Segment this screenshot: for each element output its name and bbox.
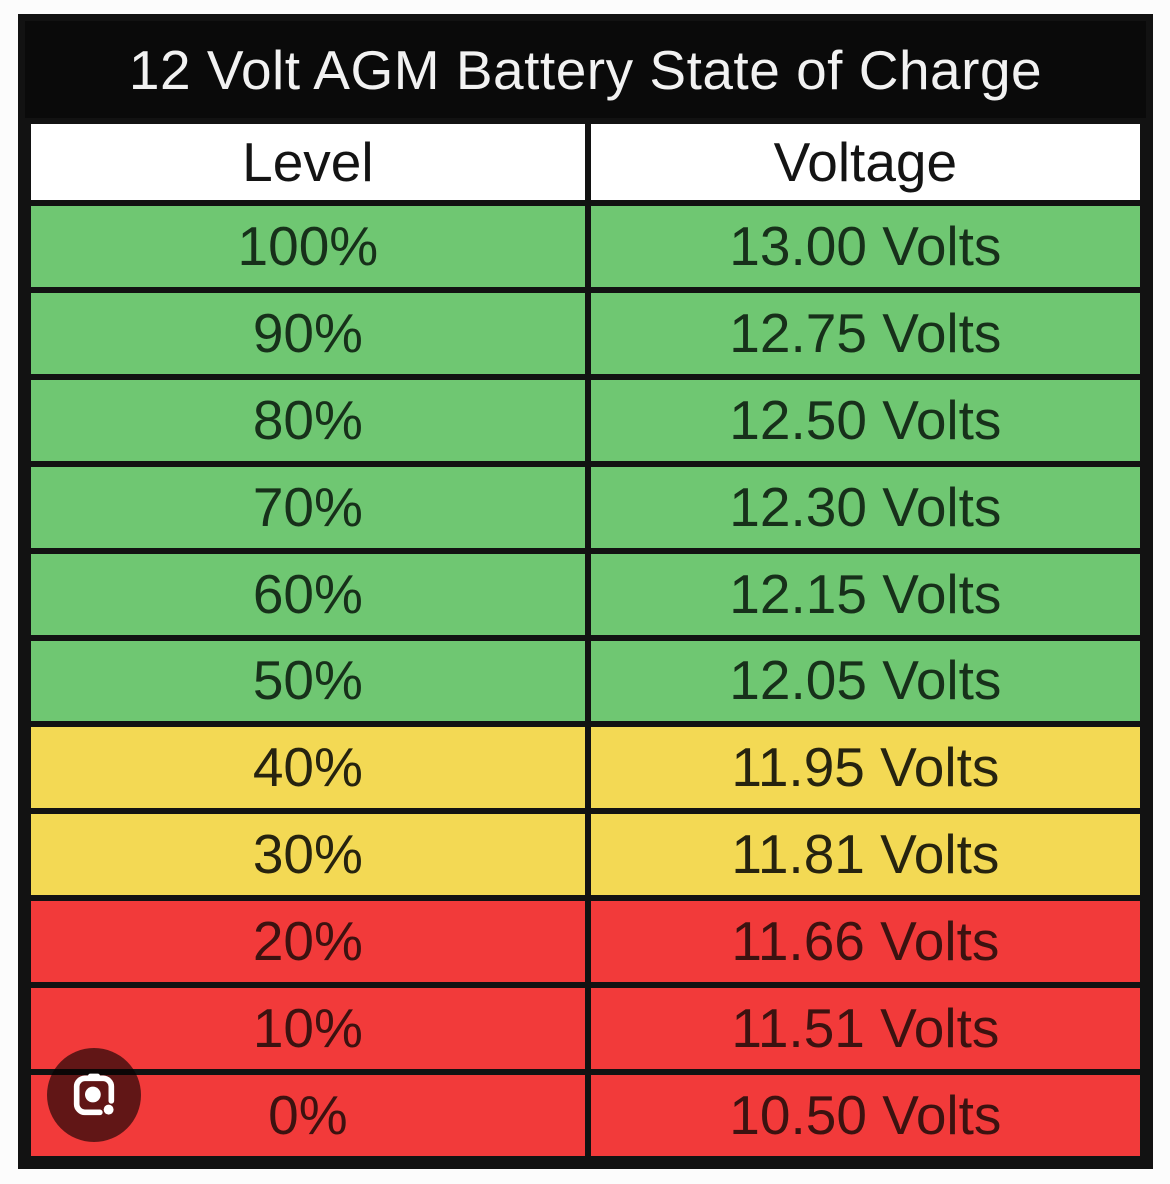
- table-title: 12 Volt AGM Battery State of Charge: [25, 21, 1146, 118]
- level-cell: 20%: [25, 895, 591, 989]
- level-column-header: Level: [25, 118, 591, 206]
- table-row: 90% 12.75 Volts: [25, 286, 1147, 380]
- header-row: Level Voltage: [25, 118, 1147, 206]
- level-cell: 50%: [25, 634, 591, 728]
- lens-camera-icon: [73, 1073, 115, 1116]
- table-row: 100% 13.00 Volts: [25, 200, 1147, 293]
- voltage-cell: 10.50 Volts: [584, 1069, 1147, 1162]
- level-cell: 70%: [25, 460, 591, 554]
- level-cell: 90%: [25, 286, 591, 380]
- table-row: 30% 11.81 Volts: [25, 808, 1147, 902]
- table-row: 80% 12.50 Volts: [25, 373, 1147, 467]
- level-cell: 30%: [25, 808, 591, 902]
- voltage-cell: 11.51 Volts: [584, 982, 1147, 1076]
- level-cell: 80%: [25, 373, 591, 467]
- voltage-cell: 13.00 Volts: [584, 200, 1147, 293]
- state-of-charge-table: 12 Volt AGM Battery State of Charge Leve…: [18, 14, 1153, 1169]
- table-row: 40% 11.95 Volts: [25, 721, 1147, 815]
- voltage-cell: 12.15 Volts: [584, 547, 1147, 641]
- table-row: 70% 12.30 Volts: [25, 460, 1147, 554]
- voltage-column-header: Voltage: [584, 118, 1147, 206]
- table-row: 20% 11.66 Volts: [25, 895, 1147, 989]
- voltage-cell: 12.05 Volts: [584, 634, 1147, 728]
- soc-table: Level Voltage 100% 13.00 Volts 90% 12.75 Vo…: [25, 118, 1147, 1162]
- level-cell: 100%: [25, 200, 591, 293]
- voltage-cell: 11.81 Volts: [584, 808, 1147, 902]
- table-row: 50% 12.05 Volts: [25, 634, 1147, 728]
- table-row: 10% 11.51 Volts: [25, 982, 1147, 1076]
- voltage-cell: 12.75 Volts: [584, 286, 1147, 380]
- level-cell: 60%: [25, 547, 591, 641]
- voltage-cell: 12.50 Volts: [584, 373, 1147, 467]
- table-row: 60% 12.15 Volts: [25, 547, 1147, 641]
- voltage-cell: 12.30 Volts: [584, 460, 1147, 554]
- lens-camera-button[interactable]: [47, 1048, 141, 1142]
- level-cell: 40%: [25, 721, 591, 815]
- voltage-cell: 11.66 Volts: [584, 895, 1147, 989]
- voltage-cell: 11.95 Volts: [584, 721, 1147, 815]
- table-row: 0% 10.50 Volts: [25, 1069, 1147, 1162]
- table-body: 100% 13.00 Volts 90% 12.75 Volts 80% 12.50 Vo…: [25, 200, 1147, 1162]
